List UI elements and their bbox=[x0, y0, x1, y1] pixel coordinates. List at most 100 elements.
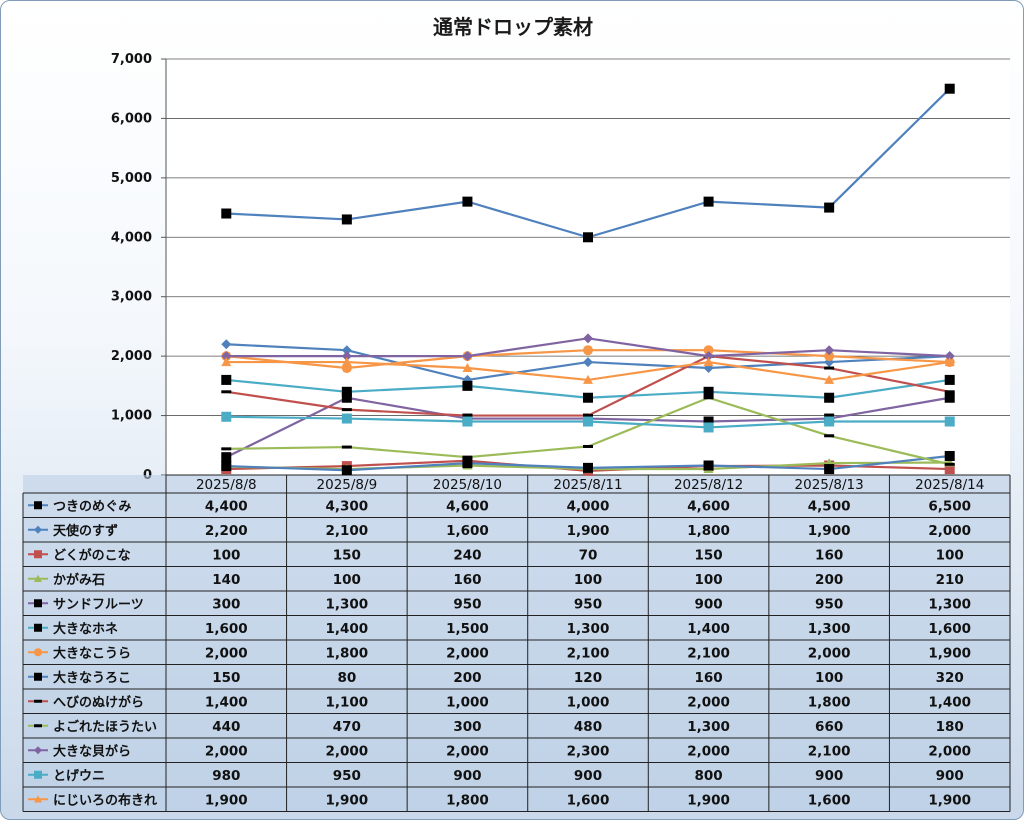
series-name: 天使のすず bbox=[53, 523, 118, 539]
y-tick-label: 7,000 bbox=[111, 52, 152, 67]
data-label: 1,400 bbox=[326, 621, 369, 637]
data-label: 1,300 bbox=[326, 596, 369, 612]
series-name: サンドフルーツ bbox=[53, 597, 144, 612]
data-point bbox=[824, 434, 835, 438]
data-label: 160 bbox=[694, 670, 722, 686]
data-label: 300 bbox=[453, 719, 481, 735]
category-label: 2025/8/14 bbox=[915, 477, 984, 493]
data-label: 1,800 bbox=[326, 645, 369, 661]
data-label: 6,500 bbox=[928, 498, 971, 514]
data-label: 200 bbox=[453, 670, 481, 686]
data-label: 4,000 bbox=[567, 498, 610, 514]
data-label: 100 bbox=[574, 572, 602, 588]
data-label: 950 bbox=[815, 596, 843, 612]
data-label: 1,600 bbox=[205, 621, 248, 637]
data-point bbox=[341, 465, 352, 476]
data-label: 480 bbox=[574, 719, 602, 735]
y-tick-label: 6,000 bbox=[111, 111, 152, 126]
data-point bbox=[944, 83, 955, 94]
data-label: 980 bbox=[212, 768, 240, 784]
series-name: よごれたほうたい bbox=[53, 719, 157, 735]
data-point bbox=[703, 351, 714, 362]
data-label: 900 bbox=[815, 768, 843, 784]
data-point bbox=[462, 351, 473, 362]
data-label: 100 bbox=[694, 572, 722, 588]
data-point bbox=[462, 416, 473, 427]
data-label: 2,200 bbox=[205, 523, 248, 539]
series-name: 大きなホネ bbox=[53, 621, 118, 637]
data-label: 2,100 bbox=[687, 645, 730, 661]
data-point bbox=[462, 458, 473, 469]
data-label: 1,000 bbox=[446, 694, 489, 710]
plot-area bbox=[166, 59, 1010, 475]
data-point bbox=[34, 672, 42, 681]
data-label: 1,900 bbox=[567, 523, 610, 539]
data-label: 2,100 bbox=[808, 743, 851, 759]
data-point bbox=[221, 447, 232, 451]
data-point bbox=[824, 392, 835, 403]
data-label: 2,000 bbox=[446, 743, 489, 759]
data-point bbox=[341, 408, 352, 412]
category-label: 2025/8/9 bbox=[317, 477, 378, 493]
data-point bbox=[341, 214, 352, 225]
data-label: 1,900 bbox=[687, 792, 730, 808]
data-label: 160 bbox=[453, 572, 481, 588]
data-label: 900 bbox=[453, 768, 481, 784]
data-point bbox=[703, 422, 714, 433]
series-name: にじいろの布きれ bbox=[53, 792, 157, 808]
series-11 bbox=[221, 333, 955, 362]
data-label: 100 bbox=[815, 670, 843, 686]
data-point bbox=[221, 357, 232, 367]
series-name: つきのめぐみ bbox=[53, 499, 131, 514]
series-name: へびのぬけがら bbox=[53, 694, 144, 710]
data-label: 1,400 bbox=[928, 694, 971, 710]
data-label: 100 bbox=[936, 547, 964, 563]
data-point bbox=[34, 648, 42, 657]
data-label: 2,100 bbox=[326, 523, 369, 539]
category-label: 2025/8/12 bbox=[674, 477, 743, 493]
data-point bbox=[824, 202, 835, 213]
data-point bbox=[34, 501, 42, 510]
data-point bbox=[824, 351, 835, 362]
series-8 bbox=[221, 450, 955, 476]
data-point bbox=[824, 366, 835, 370]
data-point bbox=[221, 390, 232, 394]
data-point bbox=[341, 351, 352, 362]
series-name: かがみ石 bbox=[53, 572, 105, 588]
data-point bbox=[221, 411, 232, 422]
data-point bbox=[341, 357, 352, 367]
data-label: 210 bbox=[936, 572, 964, 588]
data-label: 2,000 bbox=[205, 645, 248, 661]
y-tick-label: 5,000 bbox=[111, 171, 152, 186]
data-label: 1,800 bbox=[446, 792, 489, 808]
data-point bbox=[34, 795, 42, 803]
data-label: 2,000 bbox=[808, 645, 851, 661]
data-point bbox=[703, 460, 714, 471]
data-point bbox=[341, 392, 352, 403]
data-label: 2,000 bbox=[928, 743, 971, 759]
data-point bbox=[583, 374, 593, 384]
data-label: 1,100 bbox=[326, 694, 369, 710]
data-label: 800 bbox=[694, 768, 722, 784]
data-label: 660 bbox=[815, 719, 843, 735]
data-table-bg bbox=[23, 475, 1010, 812]
data-label: 1,000 bbox=[567, 694, 610, 710]
data-label: 1,500 bbox=[446, 621, 489, 637]
data-point bbox=[221, 208, 232, 219]
data-point bbox=[34, 623, 42, 632]
data-label: 120 bbox=[574, 670, 602, 686]
data-label: 2,300 bbox=[567, 743, 610, 759]
y-tick-label: 2,000 bbox=[111, 349, 152, 364]
data-label: 470 bbox=[333, 719, 361, 735]
data-label: 2,000 bbox=[326, 743, 369, 759]
data-point bbox=[34, 574, 42, 582]
data-label: 150 bbox=[694, 547, 722, 563]
data-label: 1,900 bbox=[928, 645, 971, 661]
data-label: 300 bbox=[212, 596, 240, 612]
data-point bbox=[824, 374, 835, 384]
series-name: 大きな貝がら bbox=[53, 743, 131, 759]
data-label: 4,600 bbox=[687, 498, 730, 514]
data-label: 150 bbox=[333, 547, 361, 563]
